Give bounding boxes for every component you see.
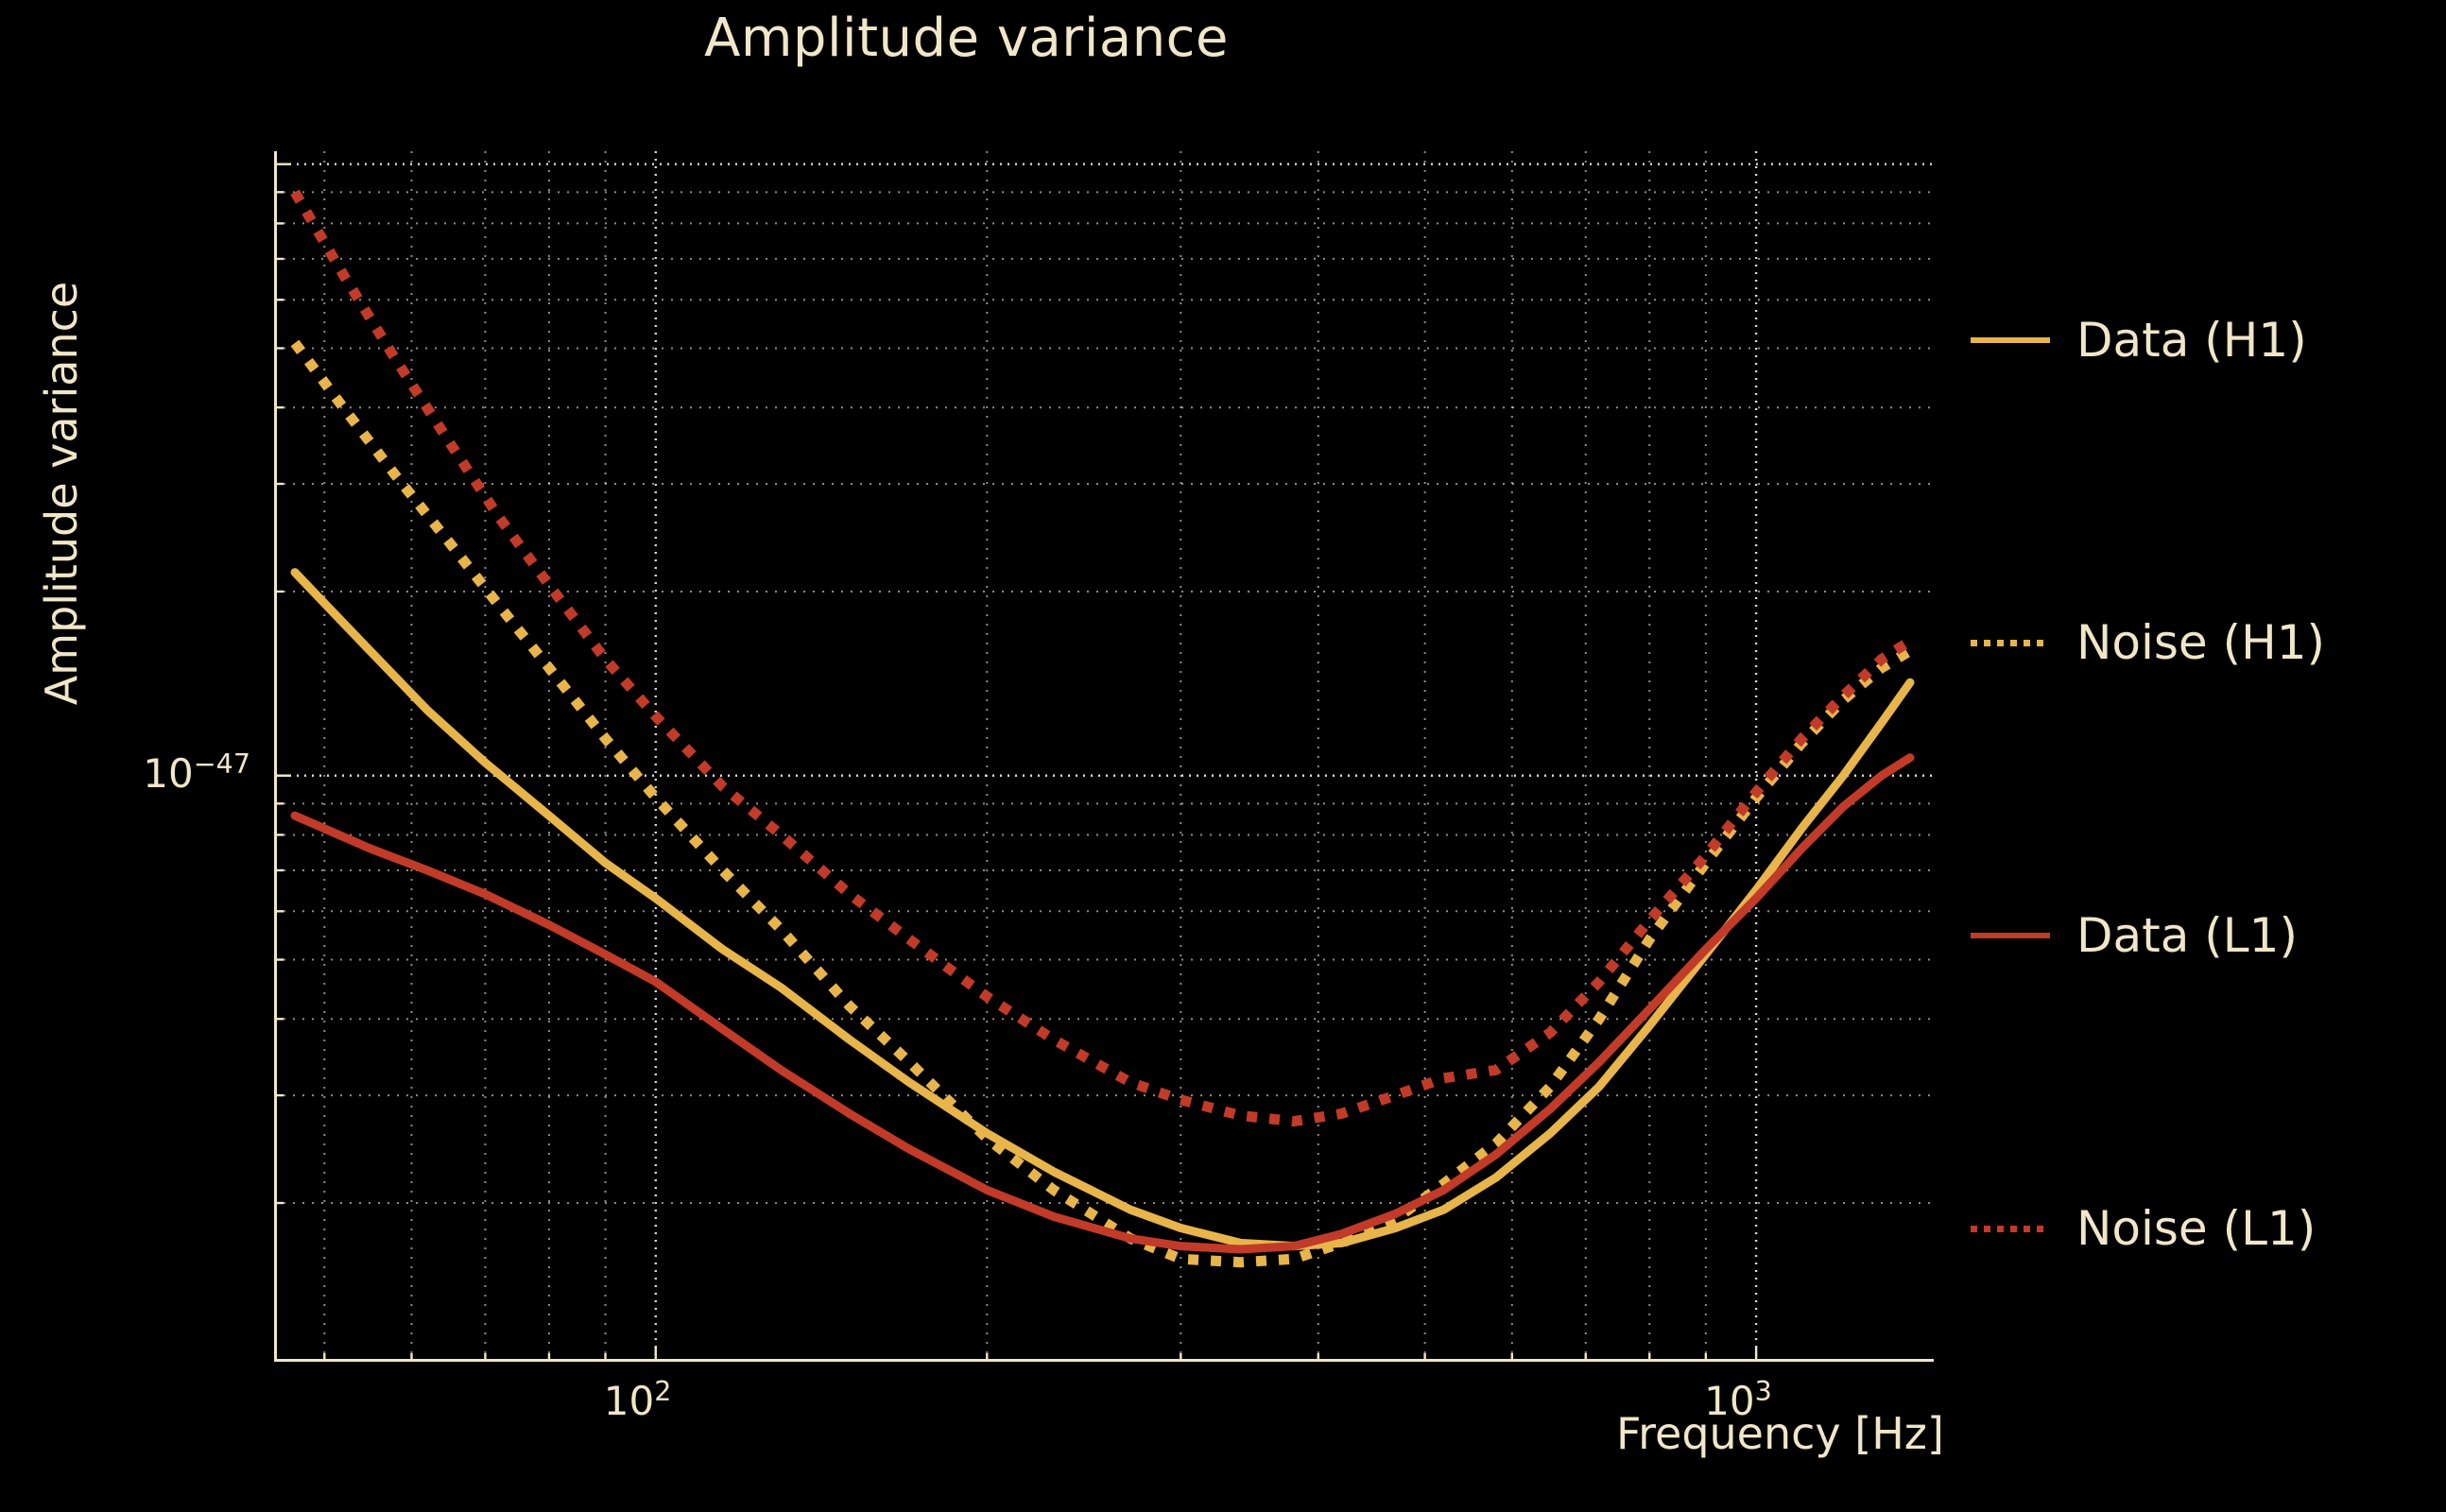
x-tick-label: 102 [603, 1375, 672, 1424]
chart-legend: Data (H1) Noise (H1) Data (L1) Noise (L1) [1971, 151, 2443, 1361]
legend-label: Data (H1) [2076, 313, 2307, 368]
gridlines [274, 151, 1934, 1362]
axis-minor-ticks [274, 163, 1758, 1362]
data-series-layer [290, 189, 1915, 1268]
legend-label: Noise (L1) [2076, 1201, 2317, 1256]
legend-item[interactable]: Noise (H1) [1971, 614, 2325, 671]
legend-swatch-solid-line-icon [1971, 337, 2050, 343]
y-tick-label: 10−47 [143, 747, 250, 797]
legend-item[interactable]: Noise (L1) [1971, 1200, 2316, 1257]
x-tick-label: 103 [1704, 1375, 1772, 1424]
legend-swatch-solid-line-icon [1971, 933, 2050, 938]
series-line-data-l1 [290, 753, 1915, 1254]
series-line-data-h1 [290, 568, 1915, 1251]
legend-swatch-dotted-line-icon [1971, 639, 2050, 646]
x-axis-spine [274, 1359, 1934, 1362]
page-title: Amplitude variance [704, 8, 1229, 69]
series-line-noise-l1 [290, 189, 1913, 1127]
legend-item[interactable]: Data (H1) [1971, 312, 2307, 369]
legend-label: Noise (H1) [2076, 615, 2326, 670]
plot-canvas [274, 151, 1934, 1362]
series-line-noise-h1 [290, 339, 1913, 1268]
x-axis-label: Frequency [Hz] [1616, 1408, 1944, 1459]
plot-area [274, 151, 1934, 1362]
y-axis-spine [274, 151, 277, 1362]
legend-label: Data (L1) [2076, 908, 2298, 963]
legend-item[interactable]: Data (L1) [1971, 907, 2298, 964]
y-axis-label: Amplitude variance [36, 281, 87, 706]
legend-swatch-dotted-line-icon [1971, 1225, 2050, 1232]
